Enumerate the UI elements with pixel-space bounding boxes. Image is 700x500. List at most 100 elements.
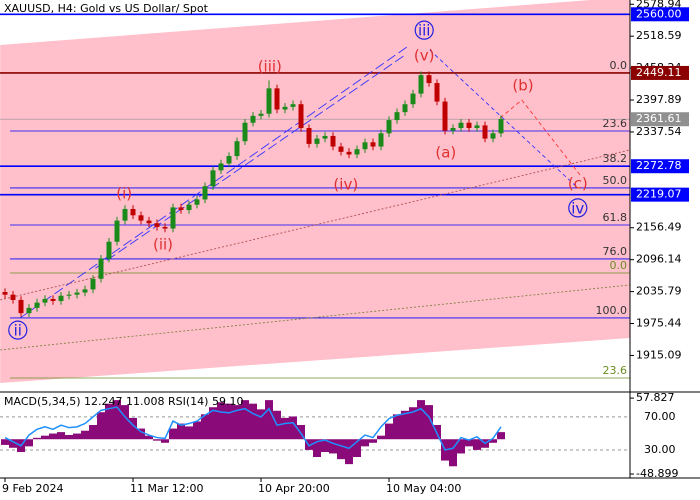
candle-body [218, 163, 224, 171]
wave-label: iv [571, 199, 584, 217]
macd-bar [297, 425, 305, 440]
macd-bar [33, 437, 41, 440]
candle-body [114, 220, 120, 242]
macd-bar [337, 439, 345, 460]
candle-body [338, 146, 344, 152]
candle-body [306, 128, 312, 144]
macd-bar [425, 405, 433, 440]
fib-label: 100.0 [596, 304, 628, 317]
macd-bar [377, 435, 385, 440]
x-tick-label: 10 Apr 20:00 [258, 482, 330, 495]
rsi-line [4, 406, 502, 451]
candle-body [362, 142, 368, 150]
candle-body [442, 101, 448, 131]
macd-bar [185, 426, 193, 440]
macd-bar [217, 402, 225, 440]
macd-bar [89, 425, 97, 440]
macd-bar [409, 407, 417, 440]
macd-bar [209, 407, 217, 440]
wave-circle [8, 320, 28, 340]
macd-bar [201, 414, 209, 440]
macd-bar [265, 400, 273, 440]
level-tag-label: 2449.11 [636, 66, 682, 79]
candle-body [466, 122, 472, 129]
macd-bar [417, 400, 425, 440]
indicator-title: MACD(5,34,5) 12.247 11.008 RSI(14) 59.10 [4, 395, 243, 408]
candle-body [122, 208, 128, 221]
candle-body [450, 128, 456, 131]
candle-body [26, 307, 32, 314]
candle-body [482, 125, 488, 139]
candle-body [90, 278, 96, 290]
candle-body [226, 156, 232, 164]
fib-label: 0.0 [610, 59, 628, 72]
candle-body [162, 226, 168, 229]
candle-body [282, 106, 288, 110]
macd-bar [153, 439, 161, 441]
macd-bar [129, 417, 137, 440]
macd-bar [449, 439, 457, 467]
macd-bar [177, 423, 185, 440]
trend-line [0, 284, 630, 351]
fib-label: 50.0 [603, 174, 628, 187]
candle-body [426, 75, 432, 84]
macd-bar [225, 403, 233, 440]
candle-body [2, 292, 8, 295]
level-tag [631, 65, 689, 80]
macd-bar [281, 417, 289, 440]
macd-bar [345, 439, 353, 465]
macd-bar [193, 421, 201, 440]
candle-body [290, 104, 296, 107]
macd-bar [169, 428, 177, 440]
wave-label: (iii) [258, 58, 282, 76]
candle-body [146, 220, 152, 224]
fib-label: 76.0 [603, 245, 628, 258]
macd-bar [241, 400, 249, 440]
y2-tick-label: 30.00 [644, 443, 676, 456]
macd-bar [401, 410, 409, 440]
level-tag [631, 187, 689, 202]
candle-body [130, 208, 136, 216]
level-tag [631, 159, 689, 174]
wave-label: (v) [414, 47, 435, 65]
candle-body [10, 294, 16, 300]
macd-bar [385, 423, 393, 440]
candle-body [178, 207, 184, 211]
macd-bar [49, 433, 57, 440]
macd-bar [473, 439, 481, 450]
level-tag-label: 2361.61 [636, 112, 682, 125]
candle-body [274, 88, 280, 110]
macd-bar [97, 412, 105, 440]
candle-body [498, 119, 504, 134]
candle-body [50, 298, 56, 302]
candle-body [386, 120, 392, 134]
wave-label: (i) [116, 185, 132, 203]
candle-body [202, 186, 208, 200]
x-tick-label: 10 May 04:00 [386, 482, 461, 495]
macd-bar [249, 403, 257, 440]
level-tag [631, 112, 689, 127]
macd-bar [497, 432, 505, 440]
trend-line [95, 54, 406, 269]
candle-body [242, 122, 248, 142]
wave-circle [568, 198, 588, 218]
candle-body [34, 302, 40, 308]
fib-label: 38.2 [603, 152, 628, 165]
candle-body [394, 112, 400, 121]
price-pane: 0.0 23.6 38.2 50.0 61.8 76.0 100.0 0.0 23.6 (i) (i… [0, 0, 630, 384]
macd-bar [313, 439, 321, 458]
candle-body [490, 133, 496, 139]
y-tick-label: 2578.94 [636, 0, 682, 10]
candle-body [18, 299, 24, 314]
candle-body [98, 258, 104, 279]
candle-body [402, 104, 408, 113]
channel [0, 0, 630, 384]
macd-bar [145, 435, 153, 440]
fib-label: 23.6 [603, 117, 628, 130]
y2-tick-label: 70.00 [644, 410, 676, 423]
y-tick-label: 2156.49 [636, 221, 682, 234]
candle-body [106, 241, 112, 259]
candle-body [210, 170, 216, 187]
y-tick-label: 1975.44 [636, 317, 682, 330]
